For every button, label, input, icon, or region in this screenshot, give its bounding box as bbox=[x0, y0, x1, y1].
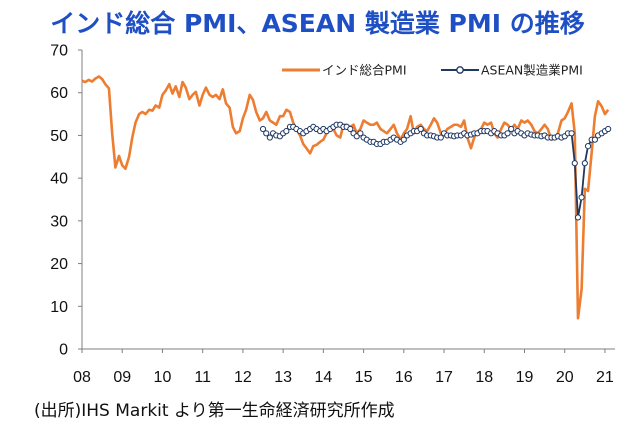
x-tick-label: 20 bbox=[556, 369, 574, 386]
x-tick-label: 18 bbox=[475, 369, 493, 386]
x-tick-label: 17 bbox=[435, 369, 453, 386]
data-point bbox=[574, 214, 582, 221]
y-tick-label: 10 bbox=[50, 299, 68, 316]
data-point bbox=[266, 134, 273, 141]
series-india-composite bbox=[81, 75, 610, 320]
data-point bbox=[568, 130, 575, 137]
x-tick-label: 13 bbox=[274, 369, 292, 386]
legend-label-asean: ASEAN製造業PMI bbox=[481, 63, 583, 78]
x-tick-label: 12 bbox=[234, 369, 252, 386]
axes bbox=[81, 50, 615, 350]
data-point bbox=[605, 125, 612, 133]
data-point bbox=[357, 130, 364, 137]
series-line bbox=[81, 75, 610, 320]
y-tick-label: 70 bbox=[50, 43, 68, 60]
x-tick-label: 09 bbox=[113, 369, 131, 386]
x-tick-label: 21 bbox=[596, 369, 614, 386]
data-point bbox=[504, 130, 511, 137]
y-tick-label: 0 bbox=[59, 342, 68, 359]
y-tick-label: 20 bbox=[50, 256, 68, 273]
series-asean-manufacturing bbox=[259, 121, 612, 221]
data-point bbox=[508, 125, 515, 133]
data-point bbox=[259, 125, 267, 133]
data-point bbox=[347, 125, 354, 133]
y-axis-ticks: 0 10 20 30 40 50 60 70 bbox=[50, 43, 82, 359]
x-tick-label: 14 bbox=[314, 369, 332, 386]
data-point bbox=[437, 134, 444, 141]
data-point bbox=[591, 136, 598, 143]
legend-marker-asean bbox=[456, 66, 464, 74]
x-tick-label: 11 bbox=[194, 369, 211, 386]
data-point bbox=[584, 143, 592, 150]
x-axis-ticks: 08 09 10 11 12 13 14 15 16 17 18 19 20 21 bbox=[73, 349, 614, 386]
data-point bbox=[400, 136, 407, 143]
x-tick-label: 15 bbox=[355, 369, 373, 386]
y-tick-label: 60 bbox=[50, 85, 68, 102]
y-tick-label: 50 bbox=[50, 128, 68, 145]
data-point bbox=[417, 125, 424, 133]
x-tick-label: 08 bbox=[73, 369, 91, 386]
data-point bbox=[283, 128, 290, 135]
legend-label-india: インド総合PMI bbox=[322, 63, 407, 78]
chart-title: インド総合 PMI、ASEAN 製造業 PMI の推移 bbox=[50, 9, 585, 38]
data-point bbox=[578, 194, 585, 201]
data-point bbox=[571, 160, 578, 167]
data-point bbox=[263, 130, 270, 137]
series-layer bbox=[81, 75, 612, 320]
data-point bbox=[581, 160, 588, 167]
x-tick-label: 19 bbox=[516, 369, 534, 386]
y-tick-label: 40 bbox=[50, 171, 68, 188]
x-tick-label: 16 bbox=[395, 369, 413, 386]
x-tick-label: 10 bbox=[154, 369, 172, 386]
y-tick-label: 30 bbox=[50, 213, 68, 230]
legend: インド総合PMI ASEAN製造業PMI bbox=[282, 63, 583, 78]
source-note: (出所)IHS Markit より第一生命経済研究所作成 bbox=[34, 401, 395, 421]
